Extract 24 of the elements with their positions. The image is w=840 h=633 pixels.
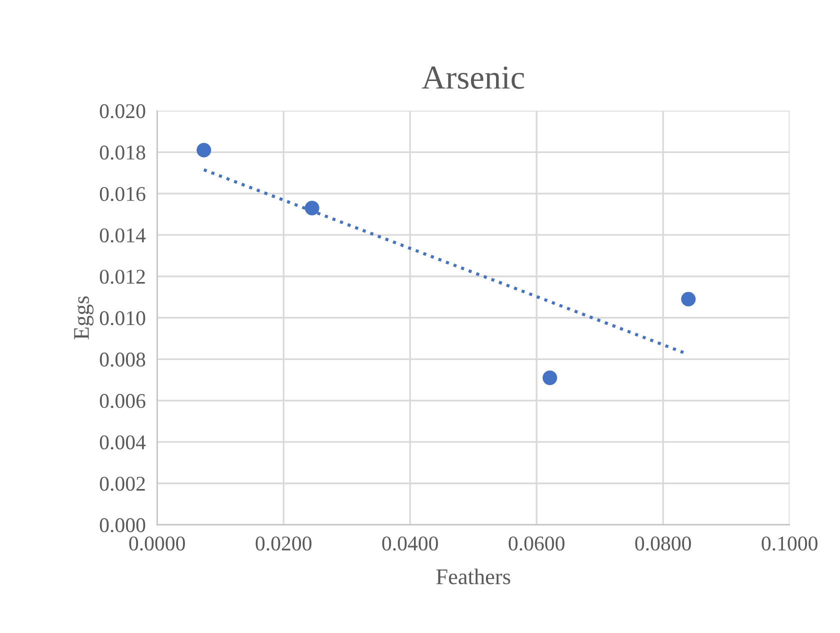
y-tick-label: 0.008	[100, 352, 146, 367]
point	[304, 200, 320, 216]
y-tick-label: 0.014	[100, 228, 146, 242]
y-tick-label: 0.020	[100, 104, 146, 118]
y-tick-label: 0.010	[100, 311, 146, 326]
x-tick-label: 0.0000	[129, 536, 185, 551]
x-tick-label: 0.1000	[762, 536, 818, 551]
y-tick-label: 0.006	[100, 394, 146, 408]
y-tick-label: 0.004	[100, 435, 146, 450]
x-axis-title: Feathers	[436, 568, 510, 584]
y-tick-label: 0.000	[100, 518, 146, 532]
point	[681, 292, 696, 306]
x-tick-label: 0.0600	[508, 536, 564, 551]
x-tick-label: 0.0200	[256, 536, 312, 551]
point	[196, 142, 212, 158]
x-tick-label: 0.0800	[635, 536, 691, 551]
y-tick-label: 0.018	[100, 146, 146, 160]
y-axis-title: Eggs	[74, 296, 94, 340]
point	[542, 370, 558, 386]
x-tick-label: 0.0400	[382, 536, 438, 551]
y-tick-label: 0.012	[100, 270, 145, 284]
chart-title: Arsenic	[422, 66, 524, 89]
y-tick-label: 0.002	[100, 476, 145, 491]
y-tick-label: 0.016	[100, 186, 146, 202]
